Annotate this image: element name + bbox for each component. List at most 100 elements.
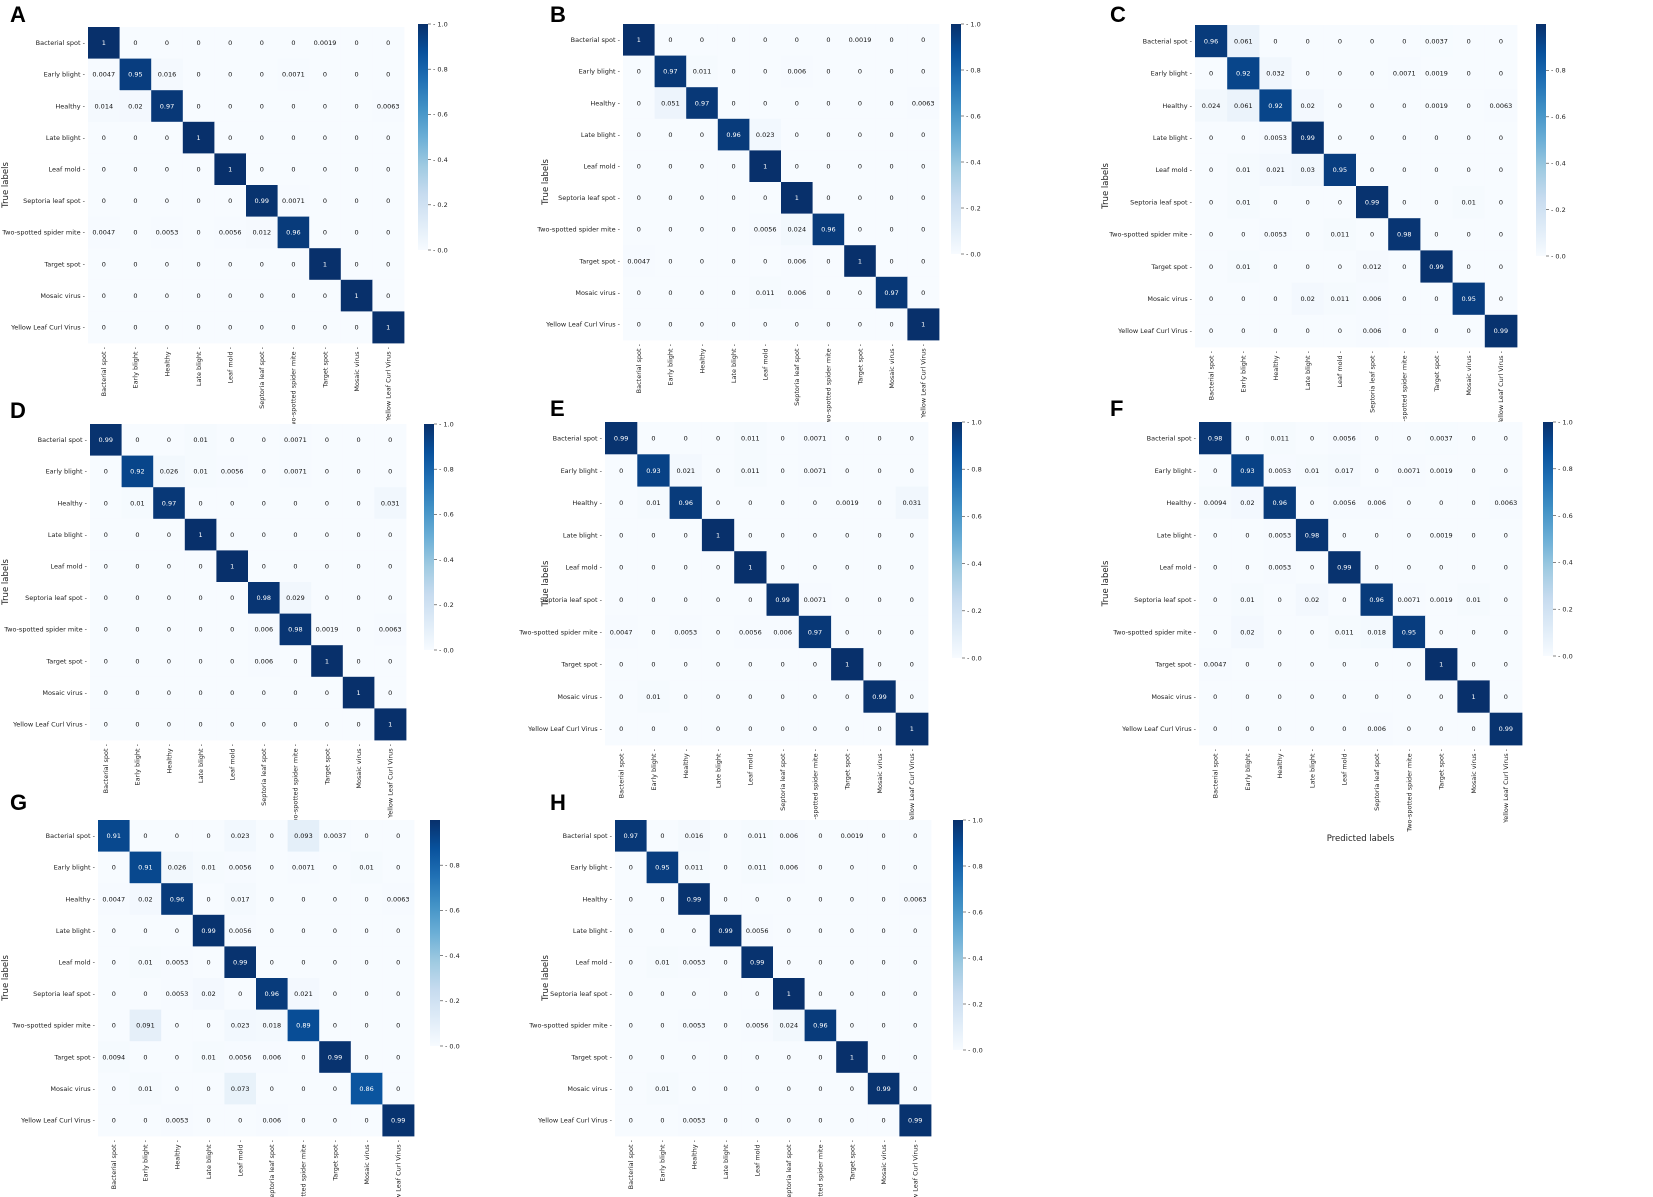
cell-value: 0 bbox=[1370, 37, 1374, 45]
y-tick-label: Healthy - bbox=[65, 895, 95, 903]
heatmap-cell bbox=[121, 582, 154, 614]
heatmap-cell bbox=[686, 150, 719, 183]
heatmap-cell bbox=[1195, 89, 1228, 122]
cell-value: 0.0056 bbox=[219, 229, 242, 237]
heatmap-cell bbox=[374, 424, 407, 456]
cell-value: 1 bbox=[787, 990, 791, 998]
colorbar-tick-label: - 1.0 bbox=[966, 20, 981, 28]
cell-value: 0 bbox=[910, 467, 914, 475]
heatmap-cell bbox=[309, 248, 342, 281]
heatmap-cell bbox=[311, 487, 344, 520]
y-tick-label: Leaf mold - bbox=[51, 563, 88, 571]
cell-value: 0 bbox=[104, 626, 108, 634]
heatmap-cell bbox=[279, 582, 312, 614]
x-tick-label: Target spot - bbox=[321, 346, 329, 388]
cell-value: 0 bbox=[143, 990, 147, 998]
heatmap-cell bbox=[701, 615, 735, 649]
heatmap-cell bbox=[161, 978, 194, 1010]
heatmap-cell bbox=[279, 424, 312, 456]
cell-value: 0.96 bbox=[813, 1022, 827, 1030]
heatmap-cell bbox=[701, 551, 735, 584]
cell-value: 0 bbox=[325, 689, 329, 697]
cell-value: 1 bbox=[357, 689, 361, 697]
cell-value: 0.006 bbox=[787, 68, 806, 76]
x-tick-label: Septoria leaf spot - bbox=[785, 1139, 793, 1197]
heatmap-cell bbox=[734, 422, 767, 455]
heatmap-cell bbox=[749, 308, 782, 341]
cell-value: 0.024 bbox=[1202, 102, 1221, 110]
cell-value: 0 bbox=[1499, 166, 1503, 174]
cell-value: 1 bbox=[637, 36, 641, 44]
cell-value: 0.0053 bbox=[1268, 564, 1291, 572]
heatmap-cell bbox=[701, 583, 735, 617]
heatmap-cell bbox=[1356, 89, 1389, 122]
heatmap-cell bbox=[182, 58, 215, 91]
x-tick-label: Yellow Leaf Curl Virus - bbox=[912, 1139, 920, 1197]
heatmap-cell bbox=[319, 820, 352, 852]
cell-value: 0 bbox=[921, 194, 925, 202]
cell-value: 0 bbox=[845, 531, 849, 539]
cell-value: 0.006 bbox=[262, 1117, 281, 1125]
cell-value: 0 bbox=[386, 292, 390, 300]
cell-value: 0 bbox=[301, 1085, 305, 1093]
cell-value: 0.99 bbox=[328, 1053, 342, 1061]
heatmap-cell bbox=[1323, 218, 1357, 251]
cell-value: 0.011 bbox=[756, 289, 775, 297]
x-tick-label: Bacterial spot - bbox=[635, 343, 643, 393]
cell-value: 0 bbox=[293, 689, 297, 697]
x-tick-label: Two-spotted spider mite - bbox=[817, 1139, 825, 1197]
cell-value: 0.91 bbox=[138, 864, 152, 872]
cell-value: 0 bbox=[845, 596, 849, 604]
cell-value: 0 bbox=[333, 895, 337, 903]
y-tick-label: Mosaic virus - bbox=[50, 1085, 95, 1093]
cell-value: 0 bbox=[692, 1053, 696, 1061]
heatmap-cell bbox=[1231, 551, 1264, 584]
colorbar-tick-label: - 0.2 bbox=[445, 997, 460, 1005]
heatmap-cell bbox=[605, 422, 638, 455]
cell-value: 0.0071 bbox=[284, 468, 307, 476]
cell-value: 0 bbox=[1278, 693, 1282, 701]
cell-value: 0 bbox=[890, 131, 894, 139]
cell-value: 0 bbox=[921, 131, 925, 139]
heatmap-cell bbox=[151, 185, 184, 217]
cell-value: 0 bbox=[291, 260, 295, 268]
heatmap-cell bbox=[1457, 551, 1491, 584]
heatmap-cell bbox=[1484, 314, 1518, 348]
cell-value: 0 bbox=[230, 594, 234, 602]
cell-value: 0 bbox=[850, 864, 854, 872]
cell-value: 0 bbox=[1467, 70, 1471, 78]
cell-value: 0.95 bbox=[1461, 295, 1475, 303]
colorbar-tick-label: - 1.0 bbox=[1558, 418, 1573, 426]
heatmap-cell bbox=[1360, 583, 1394, 617]
heatmap-cell bbox=[246, 216, 278, 249]
cell-value: 0 bbox=[890, 194, 894, 202]
cell-value: 0 bbox=[133, 229, 137, 237]
heatmap-cell bbox=[717, 182, 750, 214]
heatmap-cell bbox=[623, 118, 655, 151]
cell-value: 0 bbox=[692, 990, 696, 998]
colorbar bbox=[424, 424, 434, 650]
cell-value: 0 bbox=[1273, 327, 1277, 335]
cell-value: 0.93 bbox=[1240, 467, 1254, 475]
heatmap-cell bbox=[1328, 486, 1361, 520]
heatmap-cell bbox=[766, 680, 800, 714]
heatmap-cell bbox=[678, 883, 711, 916]
heatmap-cell bbox=[1360, 454, 1394, 487]
cell-value: 0 bbox=[1504, 564, 1508, 572]
heatmap-cell bbox=[129, 1041, 162, 1074]
y-tick-label: Late blight - bbox=[48, 531, 88, 539]
heatmap-cell bbox=[1199, 648, 1232, 681]
heatmap-cell bbox=[669, 518, 703, 552]
cell-value: 0 bbox=[365, 832, 369, 840]
cell-value: 0 bbox=[1402, 166, 1406, 174]
heatmap-cell bbox=[279, 676, 312, 709]
colorbar-tick-label: - 0.8 bbox=[445, 862, 460, 870]
heatmap-cell bbox=[277, 121, 310, 154]
heatmap-cell bbox=[863, 680, 897, 714]
heatmap-cell bbox=[248, 550, 280, 583]
cell-value: 0.96 bbox=[265, 990, 279, 998]
cell-value: 0.96 bbox=[726, 131, 740, 139]
heatmap-cell bbox=[309, 279, 342, 312]
cell-value: 0.012 bbox=[252, 229, 271, 237]
cell-value: 0.073 bbox=[231, 1085, 250, 1093]
